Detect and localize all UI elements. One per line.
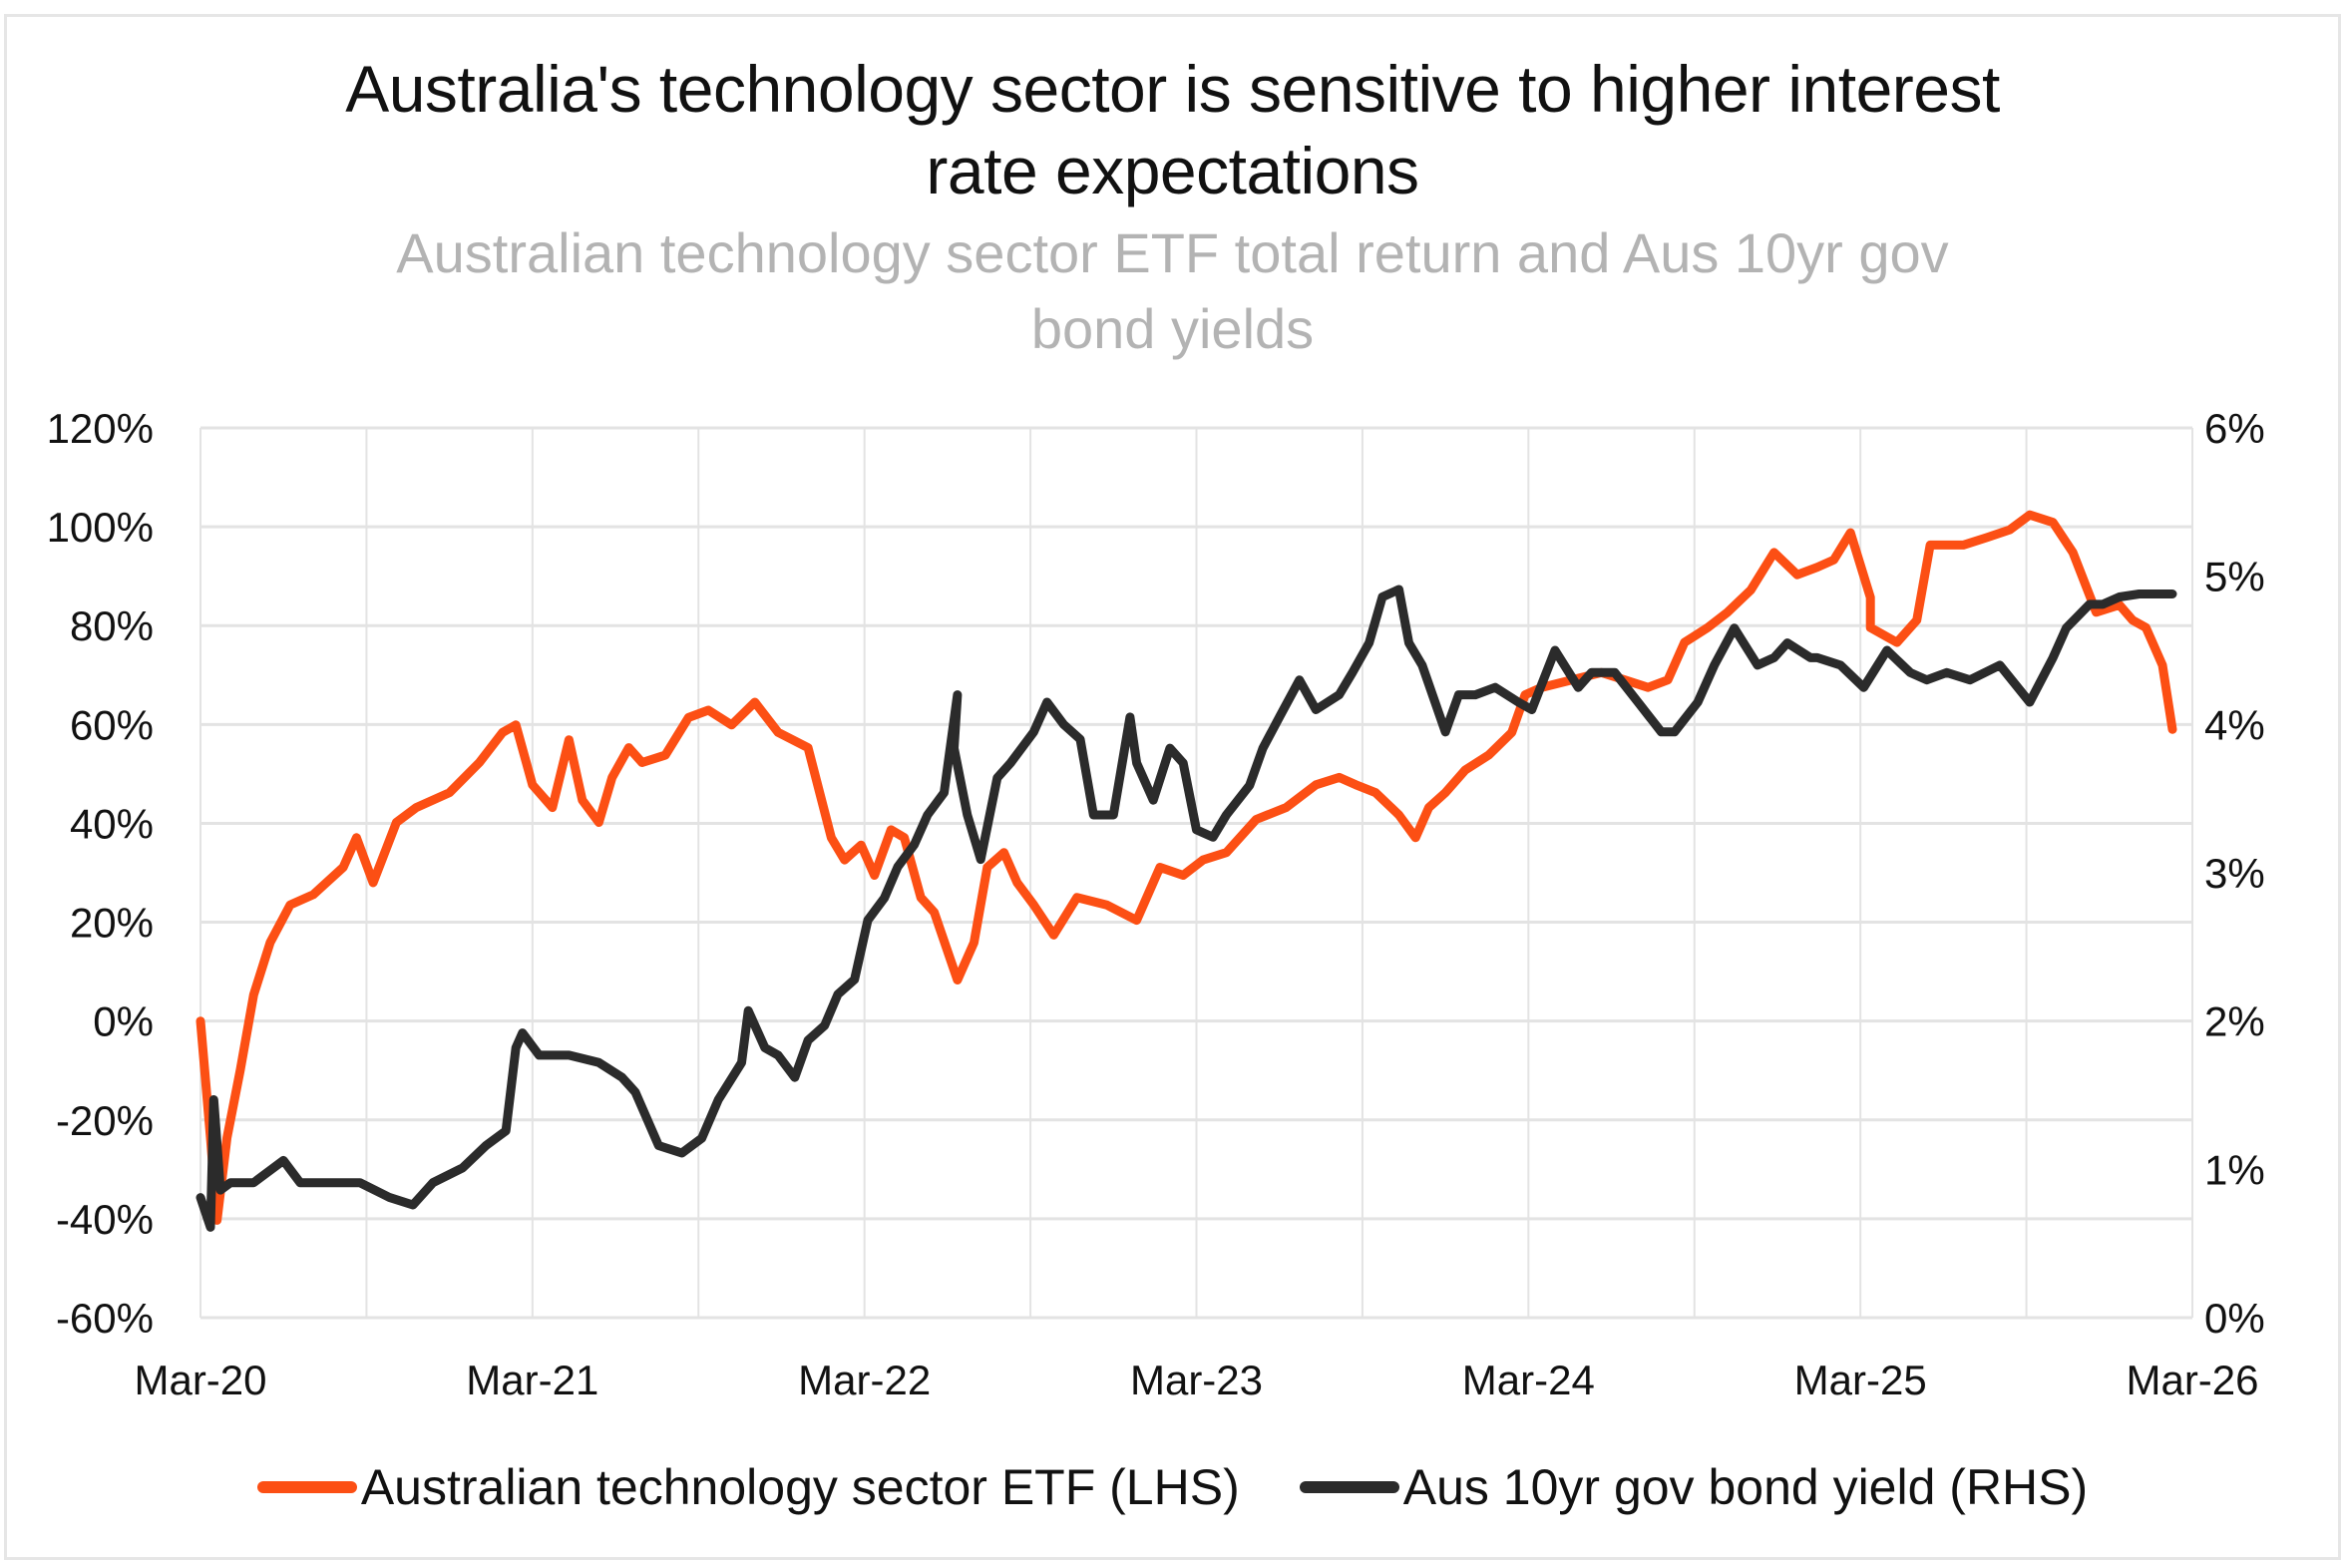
legend-item-etf[interactable]: Australian technology sector ETF (LHS) (256, 1458, 1240, 1516)
y-right-tick-label: 0% (2204, 1295, 2265, 1342)
y-left-tick-label: 20% (70, 900, 154, 947)
y-right-tick-label: 5% (2204, 554, 2265, 600)
y-left-tick-label: 60% (70, 701, 154, 748)
legend-label-etf: Australian technology sector ETF (LHS) (360, 1459, 1240, 1515)
y-right-tick-label: 1% (2204, 1146, 2265, 1193)
y-left-tick-label: -40% (56, 1196, 154, 1243)
y-left-tick-label: 100% (47, 504, 154, 551)
y-left-tick-label: 120% (47, 405, 154, 452)
y-right-tick-label: 4% (2204, 701, 2265, 748)
legend-item-bond-yield[interactable]: Aus 10yr gov bond yield (RHS) (1299, 1458, 2089, 1516)
y-right-tick-label: 2% (2204, 998, 2265, 1045)
series-line-etf (195, 510, 2177, 1225)
y-left-tick-label: -60% (56, 1295, 154, 1342)
y-axis-right: 6% 5% 4% 3% 2% 1% 0% (2204, 405, 2265, 1342)
chart-frame (4, 14, 2341, 1560)
y-left-tick-label: 0% (93, 998, 154, 1045)
legend-label-bond-yield: Aus 10yr gov bond yield (RHS) (1402, 1459, 2089, 1515)
y-right-tick-label: 6% (2204, 405, 2265, 452)
legend-swatch-etf (256, 1481, 357, 1493)
chart-title: Australia's technology sector is sensiti… (0, 48, 2345, 211)
legend-swatch-bond-yield (1299, 1481, 1399, 1493)
x-axis: Mar-20 Mar-21 Mar-22 Mar-23 Mar-24 Mar-25 Mar-… (134, 1357, 2258, 1403)
chart-subtitle-line-2: bond yields (1030, 297, 1315, 360)
y-axis-left: 120% 100% 80% 60% 40% 20% 0% -20% -40% -60% (47, 405, 154, 1342)
series-lines (195, 510, 2177, 1232)
x-tick-label: Mar-25 (1794, 1357, 1927, 1403)
x-tick-label: Mar-20 (134, 1357, 266, 1403)
chart-title-line-1: Australia's technology sector is sensiti… (345, 52, 2000, 126)
x-tick-label: Mar-26 (2126, 1357, 2258, 1403)
x-tick-label: Mar-22 (798, 1357, 931, 1403)
x-tick-label: Mar-21 (466, 1357, 598, 1403)
legend: Australian technology sector ETF (LHS) A… (0, 1458, 2345, 1516)
y-left-tick-label: 80% (70, 602, 154, 649)
gridlines (199, 426, 2193, 1320)
line-chart: 120% 100% 80% 60% 40% 20% 0% -20% -40% -60% 6% 5% 4… (47, 405, 2265, 1403)
y-left-tick-label: -20% (56, 1097, 154, 1144)
chart-title-line-2: rate expectations (926, 134, 1419, 207)
x-tick-label: Mar-23 (1130, 1357, 1263, 1403)
y-right-tick-label: 3% (2204, 850, 2265, 897)
x-tick-label: Mar-24 (1462, 1357, 1595, 1403)
series-line-bond-yield (195, 585, 2177, 1232)
y-left-tick-label: 40% (70, 800, 154, 847)
chart-subtitle: Australian technology sector ETF total r… (0, 215, 2345, 367)
chart-subtitle-line-1: Australian technology sector ETF total r… (396, 221, 1949, 284)
